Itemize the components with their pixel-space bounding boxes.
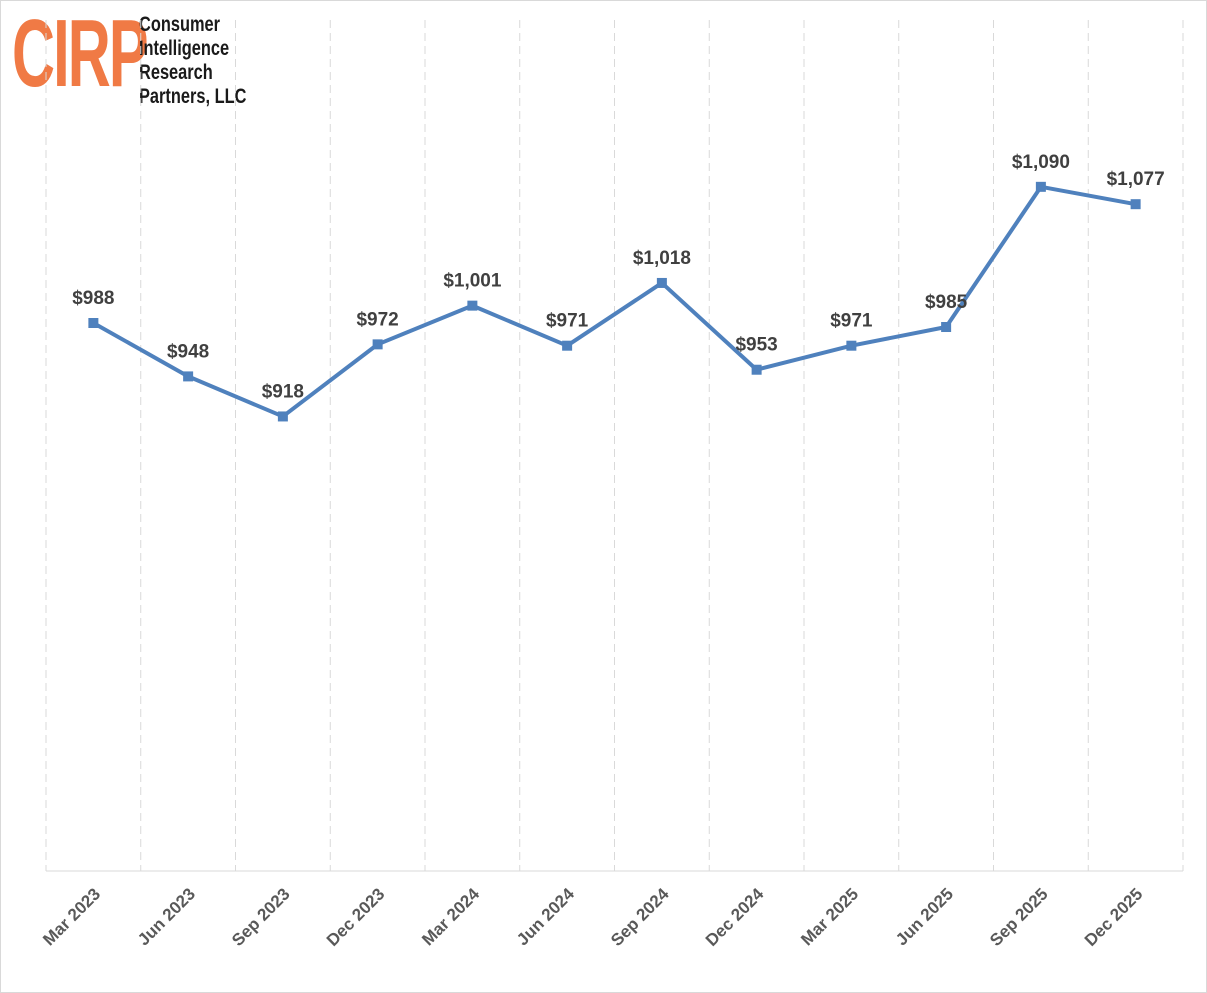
x-tick-label: Sep 2024	[607, 884, 673, 950]
data-label: $988	[72, 288, 114, 309]
cirp-logo: CIRP Consumer Intelligence Research Part…	[12, 6, 252, 109]
data-point	[562, 340, 573, 351]
data-point	[656, 277, 667, 288]
data-point	[1035, 181, 1046, 192]
x-tick-label: Jun 2024	[513, 884, 578, 949]
logo-mark: CIRP	[12, 0, 149, 107]
data-point	[183, 371, 194, 382]
data-point	[372, 339, 383, 350]
data-label: $971	[830, 311, 873, 332]
data-point	[941, 322, 952, 333]
data-label: $953	[735, 335, 777, 356]
data-label: $972	[356, 309, 398, 330]
x-tick-label: Jun 2023	[134, 884, 199, 949]
x-tick-label: Dec 2025	[1081, 884, 1147, 950]
x-tick-label: Dec 2024	[702, 884, 768, 950]
x-tick-label: Mar 2025	[797, 884, 862, 949]
data-point	[88, 318, 99, 328]
data-label: $918	[262, 381, 304, 402]
logo-company-name: Consumer Intelligence Research Partners,…	[139, 13, 246, 109]
logo-line-3: Research	[139, 61, 213, 84]
data-label: $1,001	[443, 271, 502, 292]
series-line	[92, 184, 1136, 419]
data-point	[1130, 199, 1141, 210]
data-label: $1,077	[1107, 169, 1165, 190]
data-point	[277, 411, 288, 422]
x-tick-label: Jun 2025	[892, 884, 957, 949]
data-label: $948	[167, 341, 209, 362]
x-tick-label: Dec 2023	[323, 884, 389, 950]
data-label: $1,090	[1012, 152, 1070, 173]
logo-line-1: Consumer	[139, 13, 221, 36]
data-label: $985	[925, 292, 968, 313]
x-tick-label: Sep 2025	[986, 884, 1052, 950]
logo-line-4: Partners, LLC	[139, 85, 247, 108]
logo-line-2: Intelligence	[139, 37, 230, 60]
x-tick-label: Mar 2024	[418, 884, 483, 949]
data-point	[846, 340, 857, 351]
data-point	[751, 364, 762, 375]
data-label: $1,018	[633, 248, 691, 269]
data-label: $971	[546, 311, 589, 332]
x-tick-label: Mar 2023	[39, 884, 104, 949]
x-tick-label: Sep 2023	[228, 884, 294, 950]
data-point	[467, 300, 478, 311]
